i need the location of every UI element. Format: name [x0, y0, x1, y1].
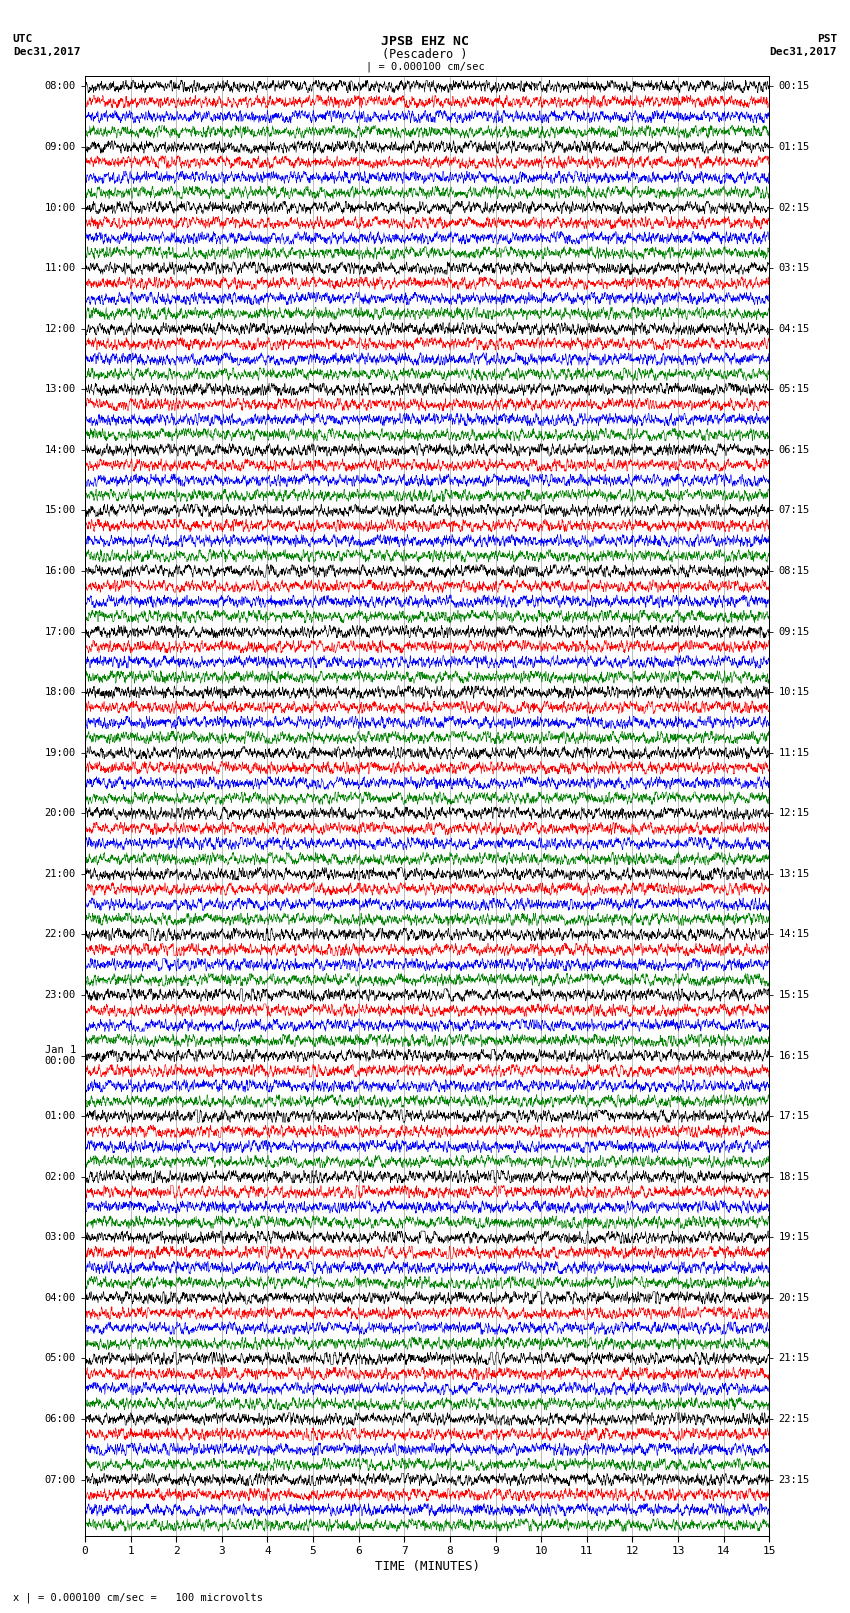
Text: Dec31,2017: Dec31,2017 — [770, 47, 837, 56]
Text: UTC: UTC — [13, 34, 33, 44]
Text: x | = 0.000100 cm/sec =   100 microvolts: x | = 0.000100 cm/sec = 100 microvolts — [13, 1592, 263, 1603]
Text: | = 0.000100 cm/sec: | = 0.000100 cm/sec — [366, 61, 484, 73]
Text: PST: PST — [817, 34, 837, 44]
Text: Dec31,2017: Dec31,2017 — [13, 47, 80, 56]
X-axis label: TIME (MINUTES): TIME (MINUTES) — [375, 1560, 479, 1573]
Text: (Pescadero ): (Pescadero ) — [382, 48, 468, 61]
Text: JPSB EHZ NC: JPSB EHZ NC — [381, 35, 469, 48]
